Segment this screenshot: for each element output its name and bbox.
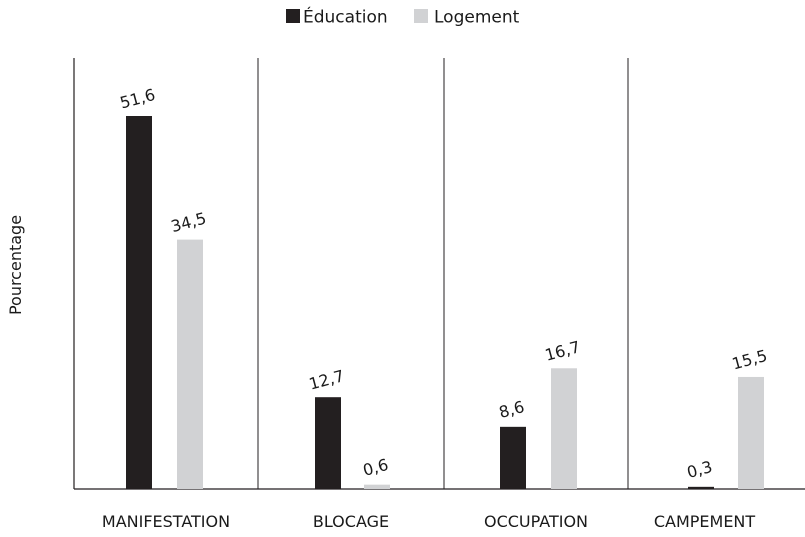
bar-logement-manifestation [177,239,203,489]
bar-education-blocage [315,397,341,489]
bar-logement-blocage [364,484,390,489]
bar-education-occupation [500,426,526,489]
data-label-1-0: 34,5 [169,209,208,237]
data-label-0-2: 8,6 [497,397,527,422]
bar-logement-campement [738,376,764,489]
legend-swatch-logement [414,9,428,23]
x-tick-label-blocage: BLOCAGE [313,512,389,531]
bar-education-manifestation [126,116,152,489]
legend: Éducation Logement [286,6,520,28]
data-label-1-1: 0,6 [361,455,391,480]
bar-logement-occupation [551,368,577,489]
data-label-0-0: 51,6 [118,85,157,113]
data-label-0-1: 12,7 [307,366,346,394]
x-tick-label-campement: CAMPEMENT [654,512,756,531]
data-label-1-2: 16,7 [543,337,582,365]
y-axis-label: Pourcentage [6,215,25,315]
legend-swatch-education [286,9,300,23]
data-label-0-3: 0,3 [685,457,715,482]
legend-label-education: Éducation [303,6,388,28]
x-tick-label-manifestation: MANIFESTATION [102,512,230,531]
data-label-1-3: 15,5 [730,346,769,374]
x-tick-label-occupation: OCCUPATION [484,512,588,531]
bar-education-campement [688,486,714,489]
legend-label-logement: Logement [434,8,520,28]
plot-area: 51,6 34,5 MANIFESTATION 12,7 0,6 BLOCAGE 8,6 16… [73,58,805,531]
